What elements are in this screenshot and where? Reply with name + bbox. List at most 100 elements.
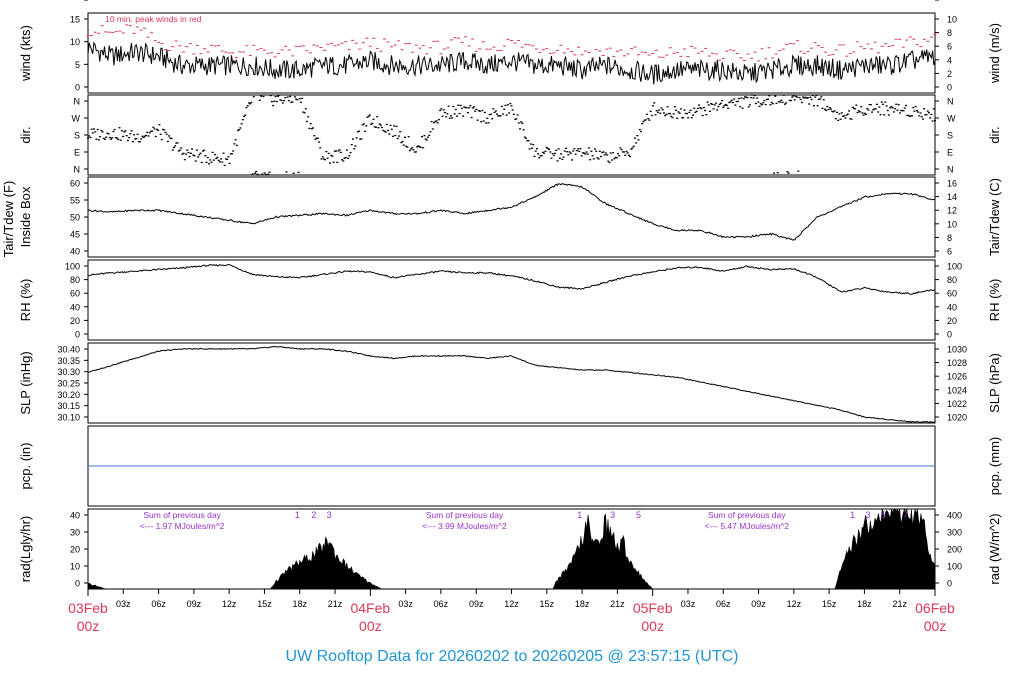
radiation-note-line2: <--- 5.47 MJoules/m^2 xyxy=(705,521,790,531)
date-tick-sublabel: 00z xyxy=(77,618,100,634)
slp-left-tick-label: 30.35 xyxy=(57,356,80,366)
sun-hour-mark: 2 xyxy=(311,510,316,520)
wind-right-tick-label: 4 xyxy=(947,55,952,65)
date-tick-sublabel: 00z xyxy=(641,618,664,634)
date-tick-label: 05Feb xyxy=(633,600,673,616)
radiation-note-line1: Sum of previous day xyxy=(708,510,786,520)
hour-tick-label: 18z xyxy=(857,599,872,609)
rad-left-tick-label: 40 xyxy=(70,511,80,521)
temp-right-tick-label: 10 xyxy=(947,219,957,229)
wind-speed-line xyxy=(87,41,936,85)
rh-right-tick-label: 60 xyxy=(947,289,957,299)
date-tick-label: 06Feb xyxy=(915,600,955,616)
temp-left-tick-label: 45 xyxy=(70,230,80,240)
rh-line xyxy=(87,263,936,295)
slp-left-tick-label: 30.25 xyxy=(57,379,80,389)
temp-left-tick-label: 60 xyxy=(70,179,80,189)
dir-ylabel-left: dir. xyxy=(18,126,33,143)
radiation-note-line2: <--- 1.97 MJoules/m^2 xyxy=(140,521,225,531)
hour-tick-label: 18z xyxy=(292,599,307,609)
hour-tick-label: 09z xyxy=(751,599,766,609)
rad-right-tick-label: 300 xyxy=(947,528,962,538)
slp-right-tick-label: 1022 xyxy=(947,399,967,409)
rh-right-tick-label: 0 xyxy=(947,330,952,340)
sun-hour-mark: 1 xyxy=(850,510,855,520)
slp-ylabel-left: SLP (inHg) xyxy=(18,351,33,414)
sun-hour-mark: 1 xyxy=(577,510,582,520)
wind-left-tick-label: 5 xyxy=(75,60,80,70)
radiation-note-line1: Sum of previous day xyxy=(143,510,221,520)
rad-left-tick-label: 0 xyxy=(75,579,80,589)
wind-panel-frame xyxy=(87,12,936,94)
sun-hour-mark: 3 xyxy=(865,510,870,520)
wind-right-tick-label: 0 xyxy=(947,83,952,93)
rh-left-tick-label: 100 xyxy=(65,262,80,272)
temp-right-tick-label: 16 xyxy=(947,179,957,189)
rad-right-tick-label: 100 xyxy=(947,562,962,572)
wind-right-tick-label: 8 xyxy=(947,28,952,38)
radiation-note-line2: <--- 3.99 MJoules/m^2 xyxy=(422,521,507,531)
rh-left-tick-label: 40 xyxy=(70,302,80,312)
date-tick-label: 04Feb xyxy=(350,600,390,616)
slp-left-tick-label: 30.40 xyxy=(57,345,80,355)
slp-right-tick-label: 1024 xyxy=(947,385,967,395)
wind-right-tick-label: 2 xyxy=(947,69,952,79)
temp-left-tick-label: 40 xyxy=(70,247,80,257)
wind-left-tick-label: 10 xyxy=(70,37,80,47)
hour-tick-label: 06z xyxy=(434,599,449,609)
rh-ylabel-right: RH (%) xyxy=(987,279,1002,322)
temp-line xyxy=(87,183,936,241)
sun-hour-mark: 7 xyxy=(903,510,908,520)
slp-ylabel-right: SLP (hPa) xyxy=(987,353,1002,413)
hour-tick-label: 03z xyxy=(681,599,696,609)
slp-panel-frame xyxy=(87,342,936,424)
temp-ylabel-right: Tair/Tdew (C) xyxy=(987,178,1002,256)
rad-ylabel-right: rad (W/m^2) xyxy=(987,513,1002,584)
rh-ylabel-left: RH (%) xyxy=(18,279,33,322)
rh-left-tick-label: 80 xyxy=(70,275,80,285)
rh-right-tick-label: 40 xyxy=(947,302,957,312)
dir-left-tick-label: W xyxy=(72,114,81,124)
hour-tick-label: 15z xyxy=(540,599,555,609)
sun-hour-mark: 3 xyxy=(610,510,615,520)
hour-tick-label: 12z xyxy=(504,599,519,609)
rad-ylabel-left: rad(Lgly/hr) xyxy=(18,516,33,582)
sun-hour-mark: 5 xyxy=(636,510,641,520)
dir-left-tick-label: N xyxy=(74,97,81,107)
pcp-ylabel-right: pcp. (mm) xyxy=(987,437,1002,496)
rad-right-tick-label: 0 xyxy=(947,579,952,589)
slp-right-tick-label: 1020 xyxy=(947,413,967,423)
dir-ylabel-right: dir. xyxy=(987,126,1002,143)
radiation-note-line1: Sum of previous day xyxy=(426,510,504,520)
hour-tick-label: 09z xyxy=(469,599,484,609)
hour-tick-label: 03z xyxy=(116,599,131,609)
hour-tick-label: 06z xyxy=(716,599,731,609)
hour-tick-label: 12z xyxy=(787,599,802,609)
rh-panel-frame xyxy=(87,259,936,341)
rad-left-tick-label: 10 xyxy=(70,562,80,572)
rh-left-tick-label: 0 xyxy=(75,330,80,340)
hour-tick-label: 21z xyxy=(328,599,343,609)
sun-hour-mark: 3 xyxy=(327,510,332,520)
rh-right-tick-label: 20 xyxy=(947,316,957,326)
hour-tick-label: 12z xyxy=(222,599,237,609)
rad-right-tick-label: 200 xyxy=(947,545,962,555)
hour-tick-label: 21z xyxy=(892,599,907,609)
rh-left-tick-label: 60 xyxy=(70,289,80,299)
slp-right-tick-label: 1026 xyxy=(947,372,967,382)
dir-left-tick-label: N xyxy=(74,165,81,175)
slp-left-tick-label: 30.10 xyxy=(57,413,80,423)
date-tick-label: 03Feb xyxy=(68,600,108,616)
rad-left-tick-label: 30 xyxy=(70,528,80,538)
wind-ylabel-left: wind (kts) xyxy=(18,25,33,82)
rh-right-tick-label: 100 xyxy=(947,262,962,272)
temp-panel-frame xyxy=(87,176,936,258)
hour-tick-label: 03z xyxy=(398,599,413,609)
hour-tick-label: 09z xyxy=(187,599,202,609)
slp-right-tick-label: 1030 xyxy=(947,345,967,355)
sun-hour-mark: 5 xyxy=(881,510,886,520)
dir-right-tick-label: N xyxy=(947,97,954,107)
hour-tick-label: 18z xyxy=(575,599,590,609)
wind-left-tick-label: 15 xyxy=(70,15,80,25)
temp-left-tick-label: 50 xyxy=(70,213,80,223)
